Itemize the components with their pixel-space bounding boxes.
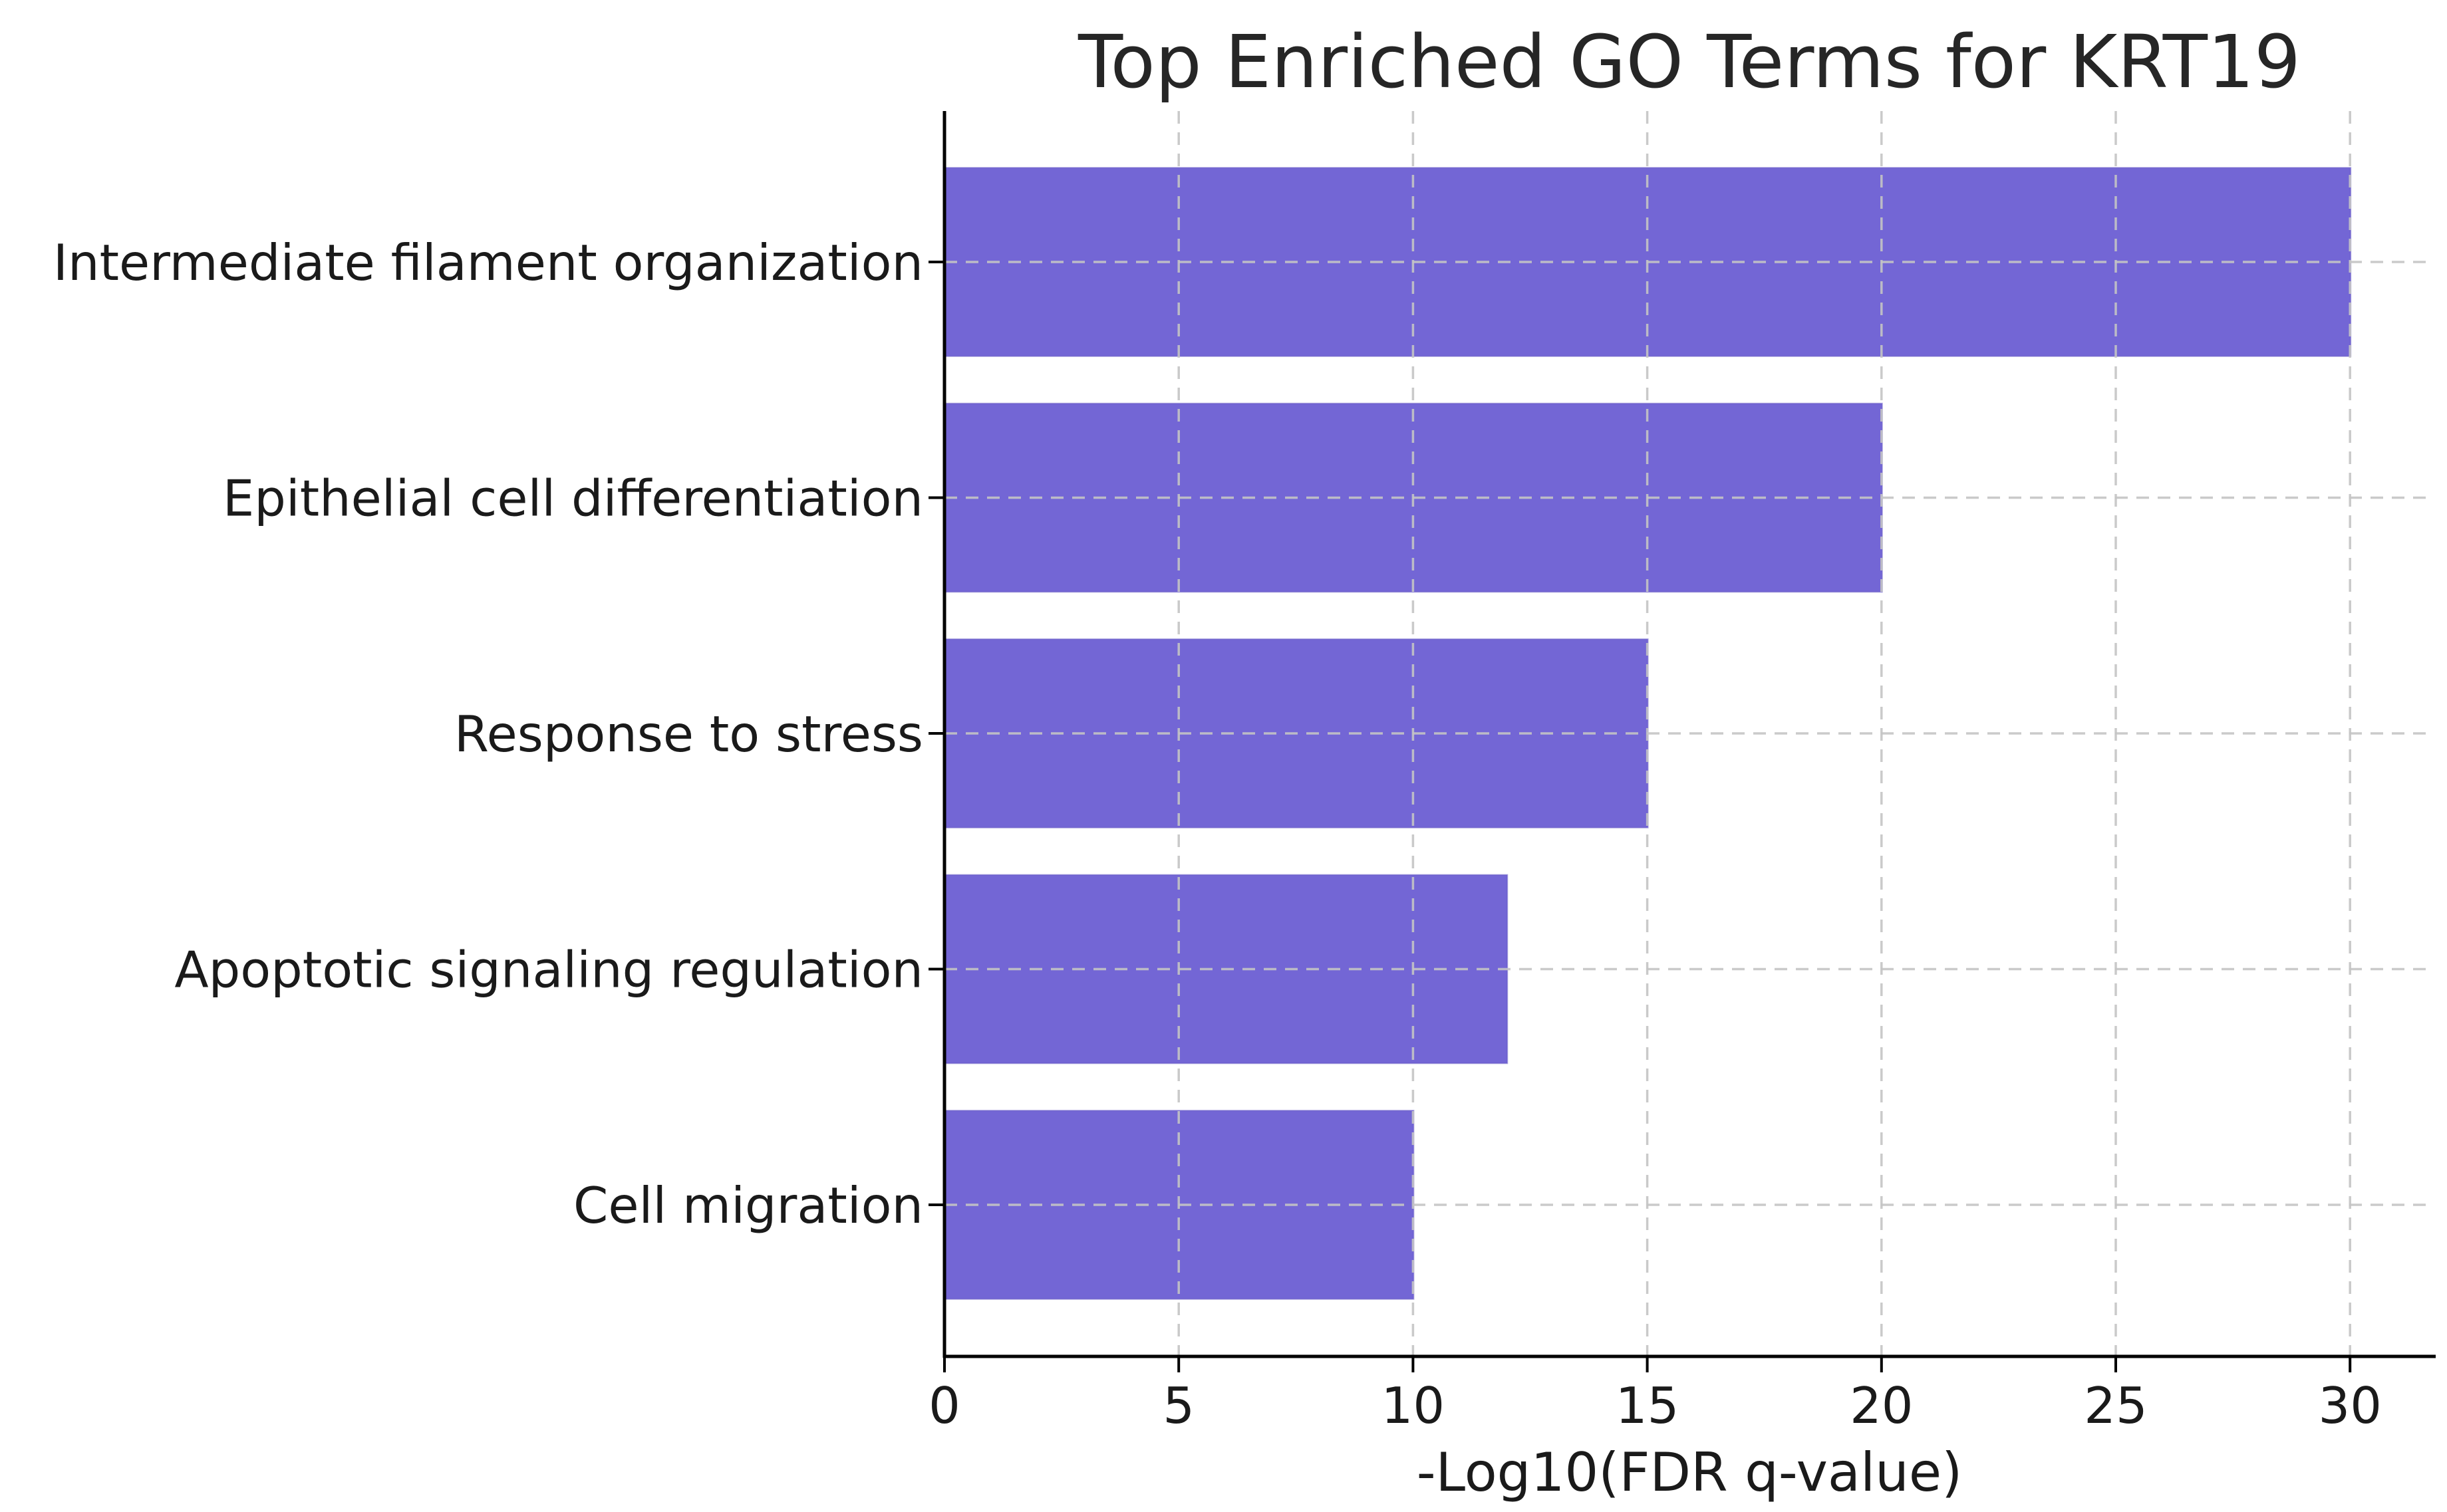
x-tick-label: 0: [929, 1376, 960, 1435]
plot-area: 0 5 10 15 20 25 30 Intermediate filament organi…: [53, 111, 2436, 1435]
chart-title: Top Enriched GO Terms for KRT19: [1078, 19, 2301, 104]
x-axis-label: -Log10(FDR q-value): [1417, 1442, 1963, 1503]
category-label: Response to stress: [454, 705, 923, 763]
x-tick-label: 10: [1381, 1376, 1445, 1435]
category-label: Apoptotic signaling regulation: [174, 941, 923, 999]
x-tick-label: 25: [2084, 1376, 2147, 1435]
x-tick-label: 15: [1616, 1376, 1679, 1435]
x-tick-label: 5: [1163, 1376, 1195, 1435]
x-tick-label: 30: [2318, 1376, 2381, 1435]
category-label: Epithelial cell differentiation: [223, 469, 923, 528]
category-label: Intermediate filament organization: [53, 233, 923, 292]
category-label: Cell migration: [573, 1176, 923, 1235]
x-tick-label: 20: [1850, 1376, 1913, 1435]
